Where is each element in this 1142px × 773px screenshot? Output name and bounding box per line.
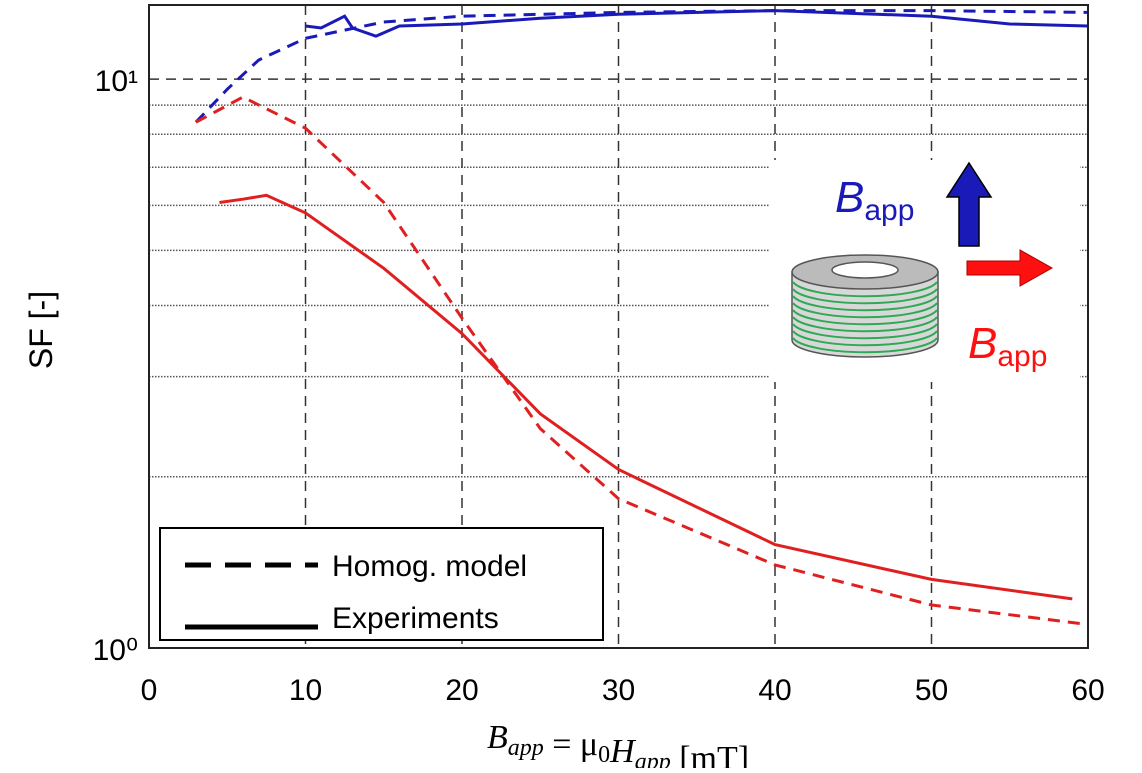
x-axis-label: Bapp = μ0Happ [mT] (487, 719, 749, 768)
y-axis-label: SF [-] (23, 291, 59, 369)
x-axis-label-sub: app (635, 749, 671, 768)
legend-label: Homog. model (332, 550, 527, 583)
winding (792, 330, 938, 347)
series-line (305, 9, 1089, 38)
winding (792, 316, 938, 333)
x-axis-label-sub: 0 (598, 742, 610, 768)
x-tick-label: 40 (758, 674, 791, 707)
x-axis-label-sub: app (508, 735, 544, 761)
red-arrow (966, 249, 1054, 287)
x-axis-label-part: B (487, 719, 508, 756)
annotation-text: B (835, 173, 864, 222)
annotation-sub: app (864, 194, 914, 227)
winding (792, 281, 938, 298)
x-tick-label: 30 (602, 674, 635, 707)
x-tick-label: 60 (1071, 674, 1104, 707)
legend-box (159, 527, 604, 641)
plot-frame (148, 4, 1089, 649)
x-tick-label: 10 (289, 674, 322, 707)
winding (792, 295, 938, 312)
winding (792, 302, 938, 319)
annotation: Bapp (835, 173, 914, 227)
x-axis-label-part: H (609, 733, 637, 768)
series-line (194, 9, 1089, 124)
x-tick-label: 0 (141, 674, 158, 707)
winding (792, 323, 938, 340)
x-axis-label-part: [mT] (671, 740, 749, 768)
annotation-sub: app (997, 340, 1047, 373)
legend-label: Experiments (332, 602, 499, 635)
annotation-text: B (968, 319, 997, 368)
x-tick-label: 50 (915, 674, 948, 707)
series-line (219, 193, 1073, 601)
cylinder-hole (831, 261, 899, 279)
winding (792, 288, 938, 305)
winding (792, 337, 938, 354)
y-tick-label: 10⁰ (93, 634, 138, 667)
inset-icon (791, 161, 1054, 358)
y-tick-label: 10¹ (95, 65, 138, 98)
annotation: Bapp (968, 319, 1047, 373)
x-tick-label: 20 (445, 674, 478, 707)
x-axis-label-part: = μ (544, 726, 598, 763)
series-line (195, 95, 1089, 626)
winding (792, 309, 938, 326)
blue-arrow (945, 161, 993, 247)
